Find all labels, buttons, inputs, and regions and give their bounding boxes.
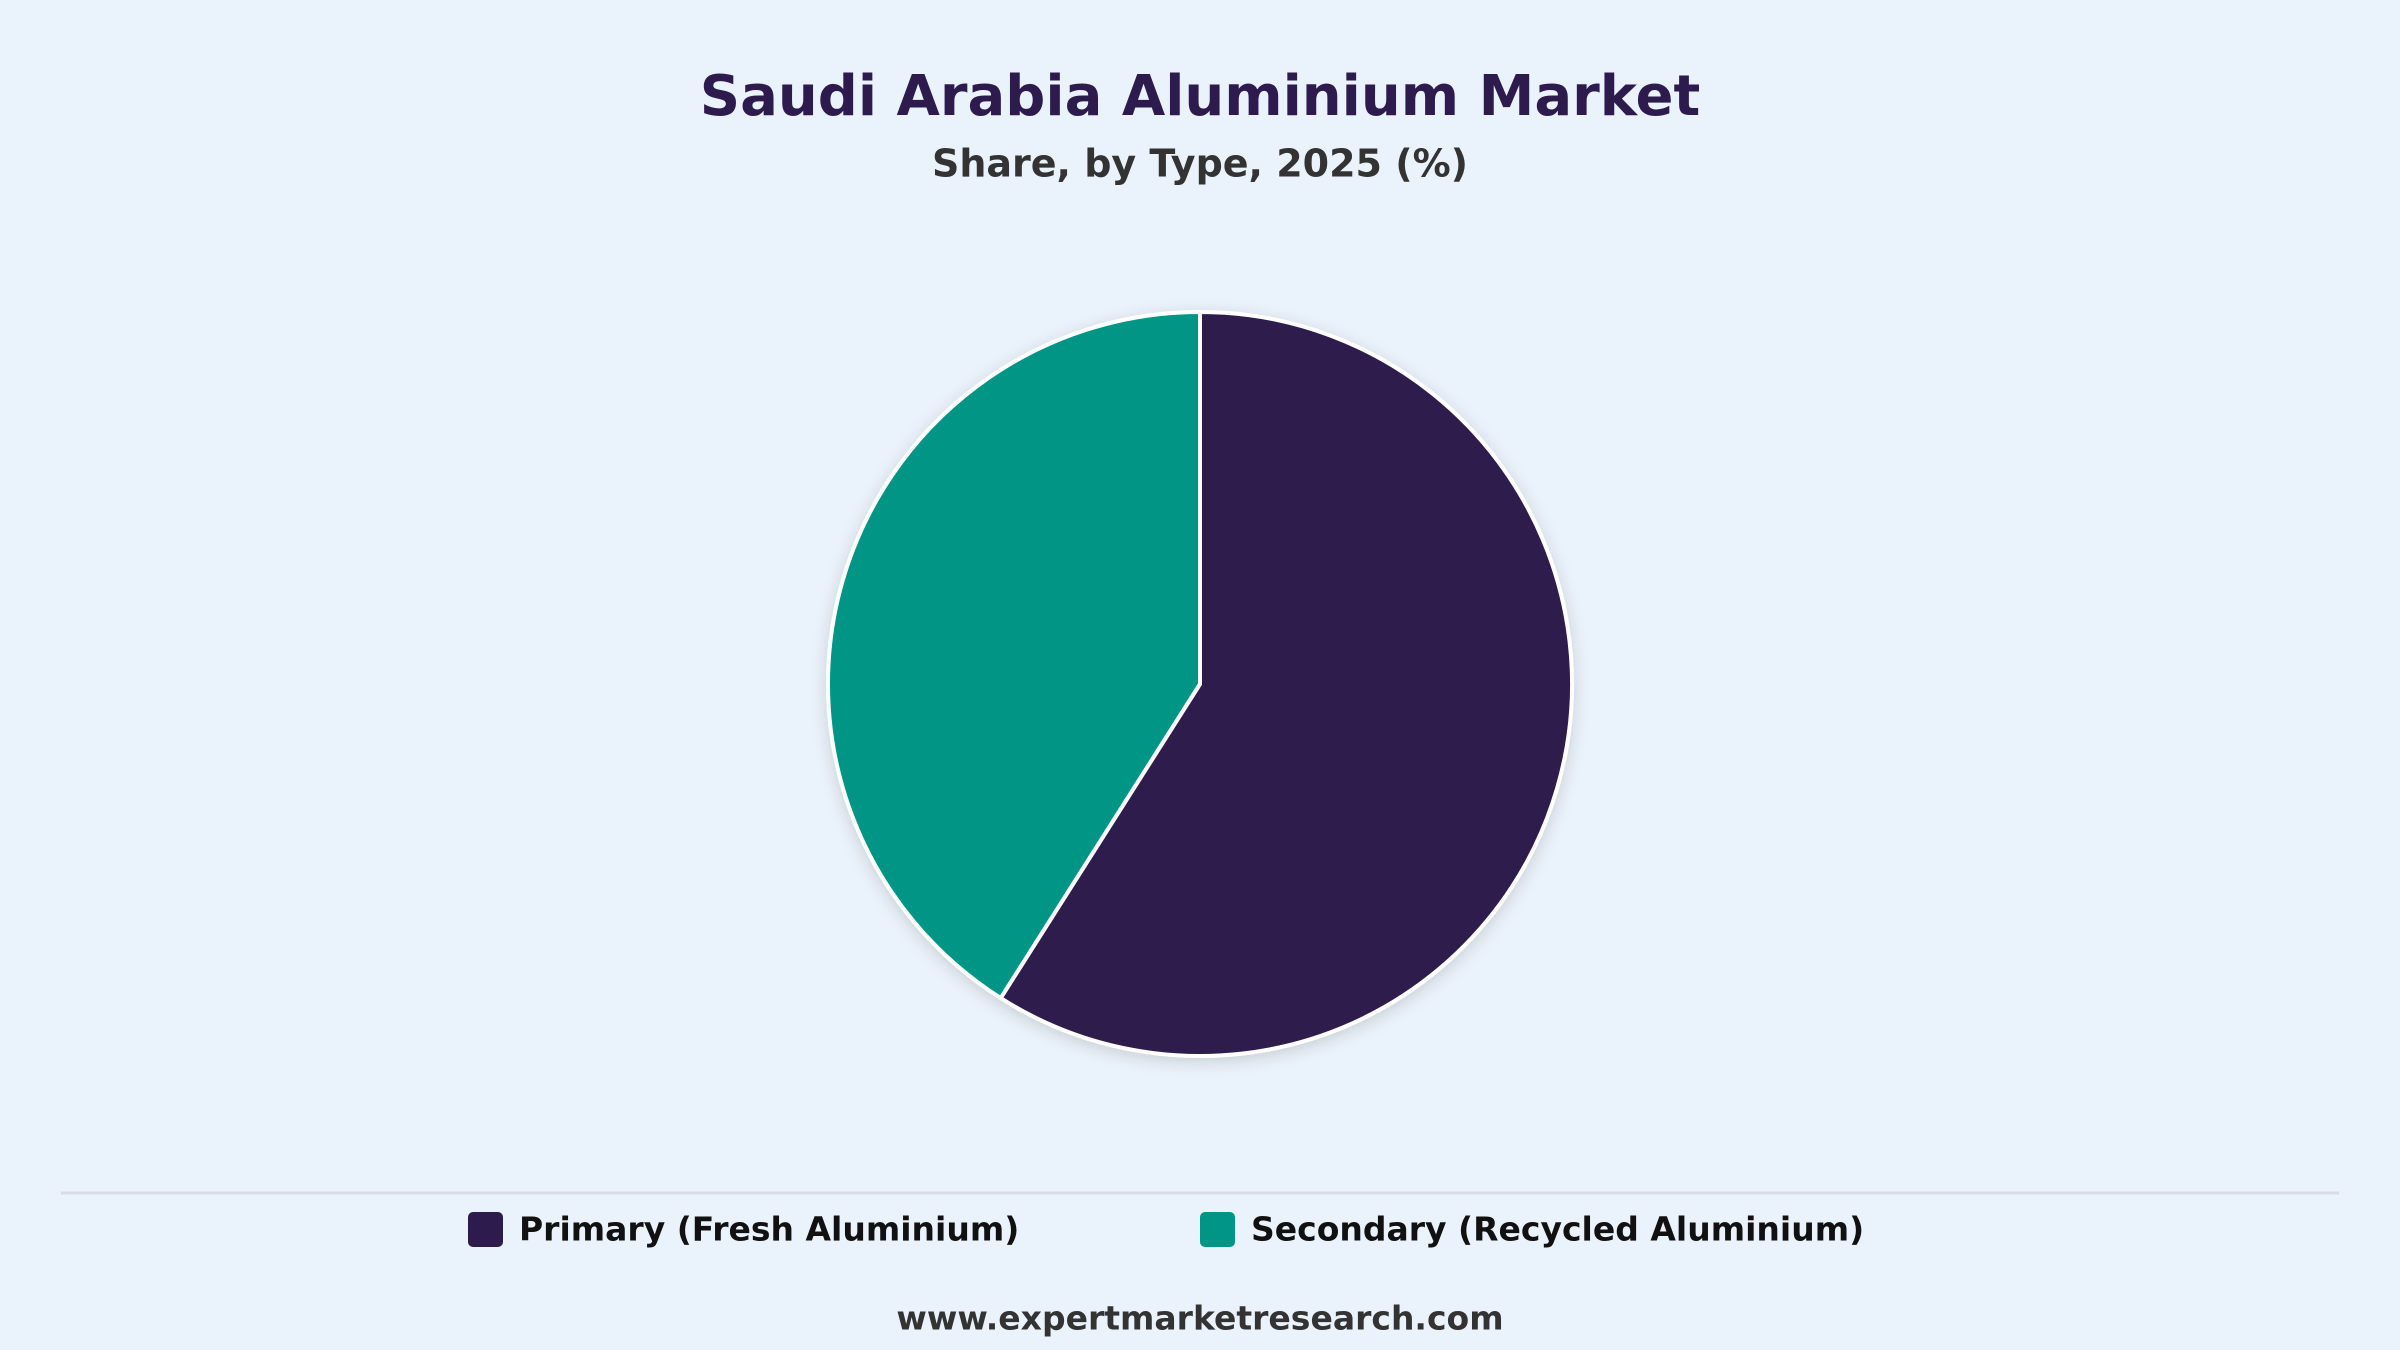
pie xyxy=(826,309,1574,1058)
pie-slice xyxy=(826,309,1202,1001)
pie-slice xyxy=(997,309,1574,1058)
legend: Primary (Fresh Aluminium) Secondary (Recy… xyxy=(468,1210,1864,1249)
legend-swatch xyxy=(468,1212,503,1247)
legend-label: Primary (Fresh Aluminium) xyxy=(519,1210,1019,1249)
legend-swatch xyxy=(1200,1212,1235,1247)
source: www.expertmarketresearch.com xyxy=(896,1299,1503,1338)
chart-subtitle: Share, by Type, 2025 (%) xyxy=(932,142,1468,186)
legend-label: Secondary (Recycled Aluminium) xyxy=(1251,1210,1864,1249)
chart-title: Saudi Arabia Aluminium Market xyxy=(700,64,1700,129)
